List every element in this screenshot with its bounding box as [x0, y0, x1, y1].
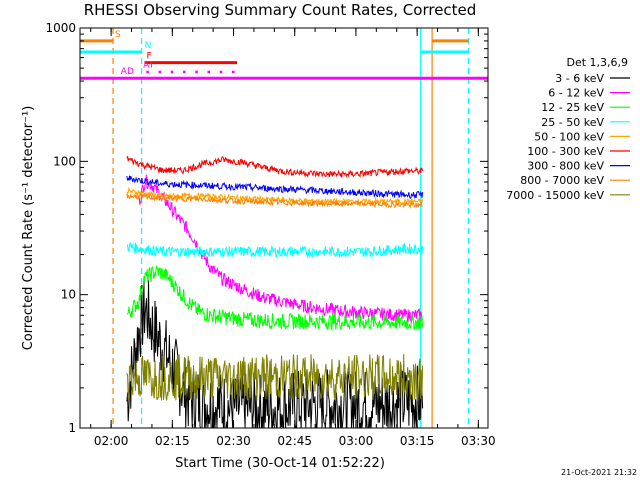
y-tick-label: 1 — [68, 421, 76, 435]
flag-label-F: F — [146, 52, 151, 62]
y-tick-label: 10 — [61, 288, 76, 302]
flag-label-AD: AD — [121, 67, 134, 77]
series-layer — [126, 156, 424, 429]
x-axis: 02:00 02:15 02:30 02:45 03:00 03:15 03:30 — [90, 28, 496, 448]
legend-label: 100 - 300 keV — [527, 145, 604, 158]
flag-dot-AT-0 — [146, 70, 149, 74]
flag-label-S: S — [115, 30, 121, 40]
x-tick-label: 02:30 — [216, 434, 251, 448]
x-tick-label: 02:00 — [94, 434, 129, 448]
series-line-1 — [138, 174, 423, 324]
legend-label: 7000 - 15000 keV — [506, 189, 604, 202]
chart-title: RHESSI Observing Summary Count Rates, Co… — [84, 1, 477, 19]
flag-bars: S NF AD AT — [80, 30, 488, 80]
flag-dot-AT-7 — [232, 70, 235, 74]
series-line-7 — [126, 192, 423, 210]
flag-label-AT: AT — [143, 61, 154, 71]
x-tick-label: 03:15 — [400, 434, 435, 448]
legend-label: 50 - 100 keV — [534, 130, 604, 143]
date-stamp: 21-Oct-2021 21:32 — [561, 468, 637, 477]
y-tick-label: 1000 — [45, 21, 76, 35]
x-axis-label: Start Time (30-Oct-14 01:52:22) — [175, 456, 385, 471]
x-tick-label: 03:30 — [461, 434, 496, 448]
x-tick-label: 02:45 — [277, 434, 312, 448]
series-line-6 — [126, 175, 424, 199]
plot-frame — [79, 27, 489, 429]
flag-dot-AT-3 — [183, 70, 186, 74]
flag-dot-AT-5 — [207, 70, 211, 74]
legend-label: 3 - 6 keV — [555, 72, 604, 85]
x-tick-label: 02:15 — [155, 434, 190, 448]
legend-title: Det 1,3,6,9 — [566, 56, 628, 69]
flag-dot-AT-1 — [158, 70, 162, 74]
series-line-8 — [126, 354, 424, 401]
legend-label: 6 - 12 keV — [548, 87, 604, 100]
y-axis: 1 10 100 1000 — [45, 21, 488, 435]
legend-label: 300 - 800 keV — [527, 160, 604, 173]
legend-label: 25 - 50 keV — [541, 116, 604, 129]
flag-label-N: N — [145, 41, 152, 51]
legend-label: 12 - 25 keV — [541, 101, 604, 114]
series-line-2 — [126, 265, 424, 332]
series-line-3 — [126, 241, 424, 259]
y-axis-label: Corrected Count Rate (s⁻¹ detector⁻¹) — [21, 106, 36, 351]
flag-dot-AT-6 — [219, 70, 223, 74]
y-tick-label: 100 — [53, 154, 76, 168]
legend-label: 800 - 7000 keV — [520, 174, 604, 187]
series-line-5 — [126, 156, 424, 179]
flag-dot-AT-2 — [170, 70, 174, 74]
flag-dot-AT-4 — [195, 70, 198, 74]
x-tick-label: 03:00 — [339, 434, 374, 448]
